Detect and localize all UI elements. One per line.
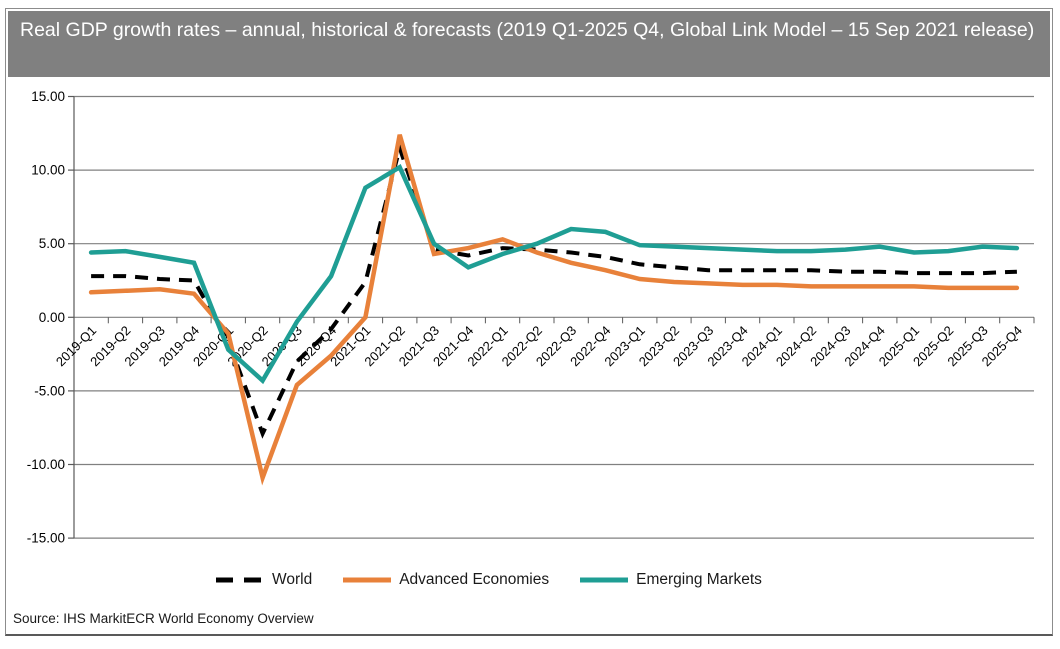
- y-axis-label: 0.00: [39, 310, 65, 325]
- series-line-emerging-markets: [88, 163, 1020, 385]
- y-axis-label: 15.00: [31, 89, 65, 104]
- world-dashed-line-sample: [216, 577, 264, 583]
- advanced-economies-line-sample: [343, 577, 392, 583]
- series-line-advanced-economies: [88, 134, 1020, 486]
- legend-label-world: World: [272, 571, 313, 588]
- y-axis-label: 10.00: [31, 163, 65, 178]
- page-title: Real GDP growth rates – annual, historic…: [20, 19, 1035, 41]
- legend-item-advanced-economies: Advanced Economies: [341, 571, 549, 589]
- chart-title-bar: Real GDP growth rates – annual, historic…: [8, 11, 1050, 77]
- legend-item-world: World: [214, 571, 312, 589]
- series-line-world: [91, 140, 1017, 439]
- legend: World Advanced Economies Emerging Market…: [214, 569, 762, 591]
- chart-frame: Real GDP growth rates – annual, historic…: [5, 8, 1053, 636]
- source-note: Source: IHS MarkitECR World Economy Over…: [13, 611, 314, 626]
- y-axis-label: -5.00: [34, 383, 65, 398]
- legend-item-emerging-markets: Emerging Markets: [578, 571, 762, 589]
- y-axis-label: 5.00: [39, 236, 65, 251]
- emerging-markets-line-sample: [580, 577, 629, 583]
- y-axis-label: -15.00: [27, 531, 65, 546]
- legend-label-advanced-economies: Advanced Economies: [399, 571, 550, 588]
- legend-label-emerging-markets: Emerging Markets: [636, 571, 762, 588]
- y-axis-label: -10.00: [27, 457, 65, 472]
